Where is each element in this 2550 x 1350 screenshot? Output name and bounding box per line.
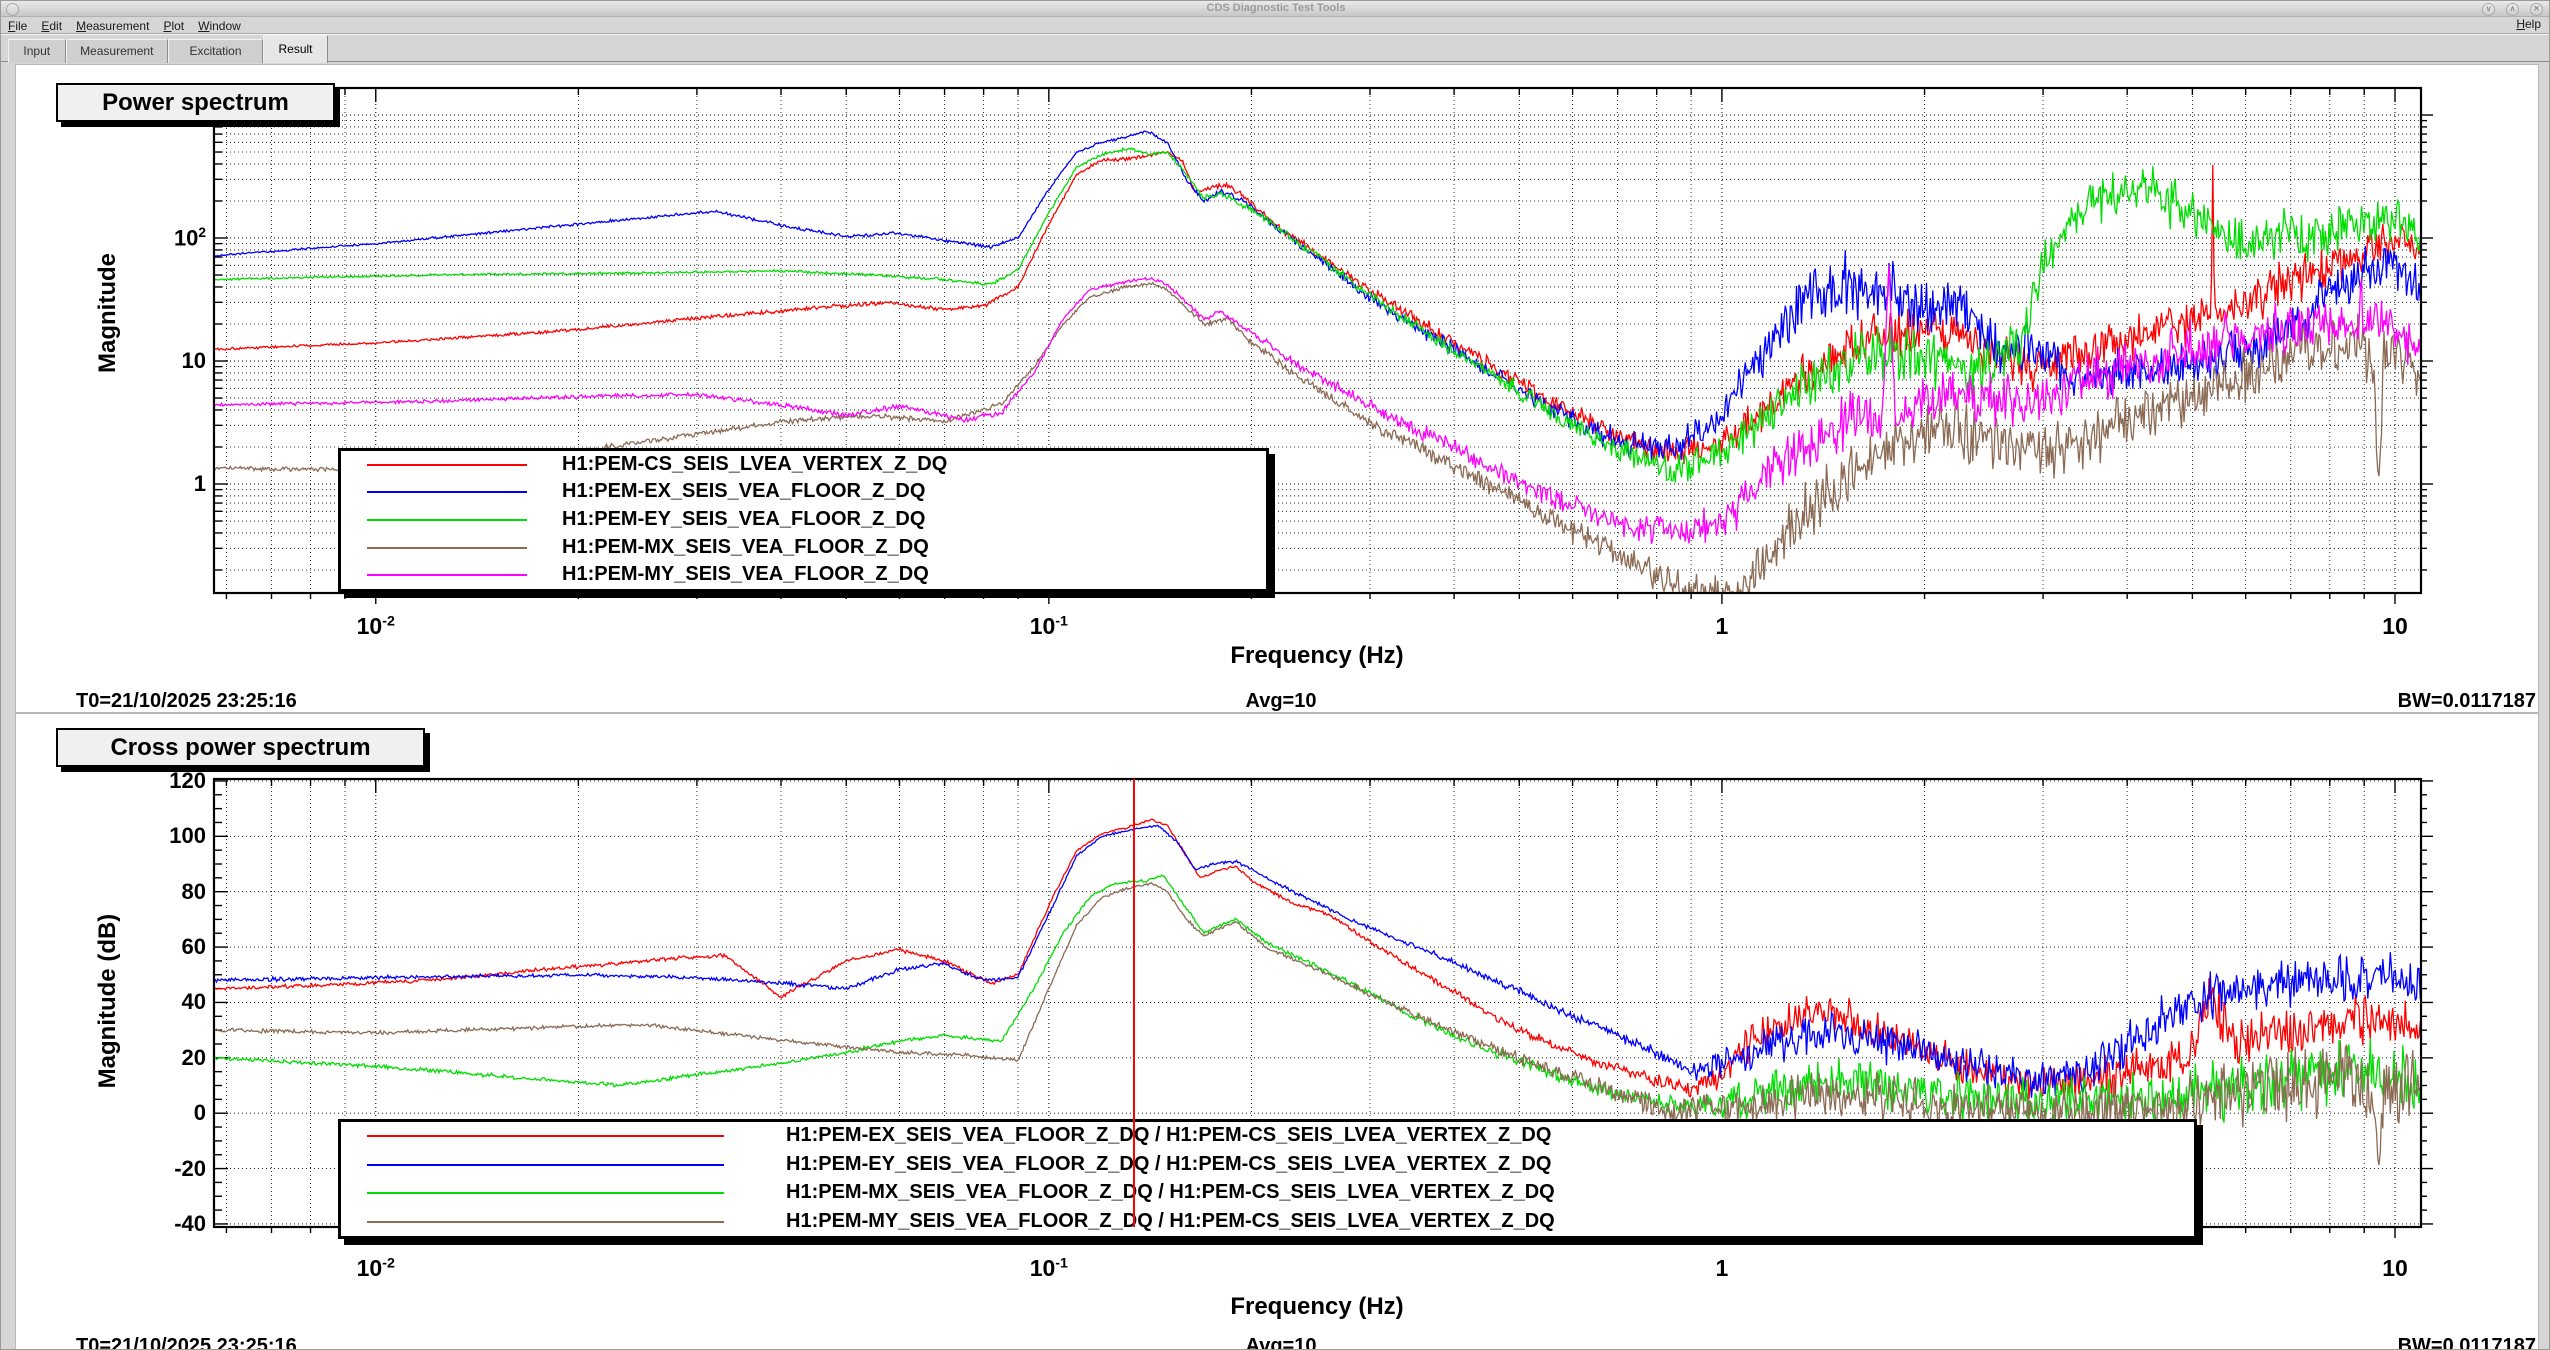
legend-line-sample: [367, 547, 527, 549]
series-line: [214, 152, 2420, 465]
x-tick-label: 10-2: [326, 613, 426, 640]
y-tick-label: 102: [116, 225, 206, 251]
legend-channel-label: H1:PEM-EY_SEIS_VEA_FLOOR_Z_DQ: [562, 508, 925, 531]
y-axis-label: Magnitude (dB): [94, 851, 122, 1151]
x-tick-label: 10: [2345, 613, 2445, 640]
legend-channel-label: H1:PEM-MY_SEIS_VEA_FLOOR_Z_DQ: [562, 563, 929, 586]
x-tick-label: 1: [1672, 613, 1772, 640]
status-t0: T0=21/10/2025 23:25:16: [76, 690, 297, 713]
legend-line-sample: [367, 491, 527, 493]
legend-channel-label: H1:PEM-EY_SEIS_VEA_FLOOR_Z_DQ / H1:PEM-C…: [786, 1153, 1551, 1176]
legend-channel-label: H1:PEM-MX_SEIS_VEA_FLOOR_Z_DQ / H1:PEM-C…: [786, 1181, 1555, 1204]
x-tick-label: 10-1: [999, 1255, 1099, 1282]
status-bw: BW=0.0117187: [2236, 690, 2536, 713]
panel-title: Power spectrum: [56, 83, 335, 122]
legend-line-sample: [367, 464, 527, 466]
legend-channel-label: H1:PEM-CS_SEIS_LVEA_VERTEX_Z_DQ: [562, 453, 947, 476]
x-axis-label: Frequency (Hz): [1167, 642, 1467, 670]
legend-channel-label: H1:PEM-MX_SEIS_VEA_FLOOR_Z_DQ: [562, 536, 929, 559]
x-tick-label: 10: [2345, 1255, 2445, 1282]
status-t0: T0=21/10/2025 23:25:16: [76, 1335, 297, 1350]
cursor-line[interactable]: [1133, 779, 1135, 1227]
legend-channel-label: H1:PEM-MY_SEIS_VEA_FLOOR_Z_DQ / H1:PEM-C…: [786, 1210, 1555, 1233]
series-line: [214, 148, 2420, 483]
legend-box: H1:PEM-CS_SEIS_LVEA_VERTEX_Z_DQ H1:PEM-EX…: [338, 448, 1269, 592]
series-line: [214, 875, 2420, 1129]
y-tick-label: 40: [116, 989, 206, 1015]
y-tick-label: 20: [116, 1045, 206, 1071]
app-window: CDS Diagnostic Test Tools ∨∧✕ FileEditMe…: [0, 0, 2550, 1350]
legend-line-sample: [367, 1192, 724, 1194]
panel-title: Cross power spectrum: [56, 728, 425, 767]
legend-line-sample: [367, 519, 527, 521]
y-tick-label: 0: [116, 1100, 206, 1126]
legend-line-sample: [367, 1164, 724, 1166]
status-bw: BW=0.0117187: [2236, 1335, 2536, 1350]
y-axis-label: Magnitude: [94, 163, 122, 463]
status-avg: Avg=10: [1181, 690, 1381, 713]
y-tick-label: 10: [116, 348, 206, 374]
legend-channel-label: H1:PEM-EX_SEIS_VEA_FLOOR_Z_DQ: [562, 480, 925, 503]
legend-line-sample: [367, 1221, 724, 1223]
x-tick-label: 10-2: [326, 1255, 426, 1282]
legend-box: H1:PEM-EX_SEIS_VEA_FLOOR_Z_DQ / H1:PEM-C…: [338, 1119, 2197, 1239]
y-tick-label: 120: [116, 768, 206, 794]
y-tick-label: 100: [116, 823, 206, 849]
status-avg: Avg=10: [1181, 1335, 1381, 1350]
y-tick-label: 60: [116, 934, 206, 960]
x-tick-label: 10-1: [999, 613, 1099, 640]
series-line: [214, 825, 2420, 1097]
legend-line-sample: [367, 1135, 724, 1137]
x-axis-label: Frequency (Hz): [1167, 1293, 1467, 1321]
y-tick-label: -40: [116, 1211, 206, 1237]
legend-line-sample: [367, 574, 527, 576]
legend-channel-label: H1:PEM-EX_SEIS_VEA_FLOOR_Z_DQ / H1:PEM-C…: [786, 1124, 1551, 1147]
y-tick-label: 80: [116, 879, 206, 905]
y-tick-label: -20: [116, 1156, 206, 1182]
series-line: [214, 819, 2420, 1102]
y-tick-label: 1: [116, 471, 206, 497]
x-tick-label: 1: [1672, 1255, 1772, 1282]
series-line: [214, 131, 2420, 461]
